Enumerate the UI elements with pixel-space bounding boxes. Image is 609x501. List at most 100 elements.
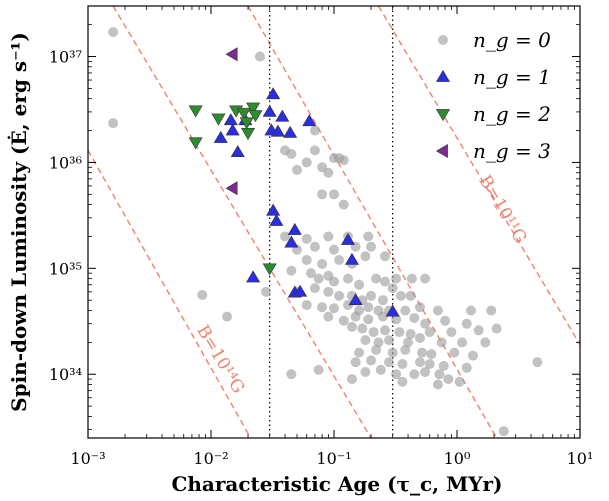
data-point [188,105,203,118]
data-point [236,107,251,120]
data-point [424,358,435,369]
data-point [334,290,345,301]
data-point [417,347,428,358]
data-point [301,300,312,311]
data-point [269,213,284,226]
data-point [323,311,334,322]
data-point [409,369,420,380]
b-field-label: B=10¹¹G [474,172,530,247]
data-point [498,426,509,437]
data-point [197,290,208,301]
x-tick-label: 10⁻² [193,449,228,468]
data-point [371,273,382,284]
data-point [491,323,502,334]
data-point [363,302,374,313]
data-point [301,254,312,265]
data-point [409,312,420,323]
data-point [338,155,349,166]
data-point [406,273,417,284]
y-tick-label: 10³⁷ [49,48,82,67]
data-point [436,337,447,348]
data-point [432,379,443,390]
data-point [350,357,361,368]
data-point [384,357,395,368]
data-point [360,366,371,377]
data-point [225,181,238,196]
data-point [313,273,324,284]
data-point [346,374,357,385]
legend-label: n_g = 1 [473,65,551,89]
data-point [350,311,361,322]
data-point [275,109,290,122]
data-point [480,337,491,348]
data-point [380,276,391,287]
data-point [309,145,320,156]
data-point [440,315,451,326]
data-point [426,349,437,360]
data-point [391,314,402,325]
b-field-line [247,6,498,438]
data-point [323,231,334,242]
legend: n_g = 0 n_g = 1 n_g = 2 n_g = 3 [435,28,551,163]
legend-marker [438,35,448,45]
legend-marker [435,143,448,159]
data-point [532,357,543,368]
data-point [301,233,312,244]
data-point [293,284,308,297]
data-point [338,199,349,210]
data-point [414,302,425,313]
data-point [461,362,472,373]
data-point [334,254,345,265]
data-points [108,27,543,437]
axes: 10⁻³ 10⁻² 10⁻¹ 10⁰ 10¹ 10³⁴ 10³⁵ 10³⁶ 10³⁷ [49,5,594,468]
data-point [302,114,317,127]
data-point [248,110,263,123]
x-tick-label: 10⁻³ [70,449,105,468]
legend-marker [435,69,451,82]
data-point [317,258,328,269]
data-point [387,347,398,358]
data-point [287,222,302,235]
data-point [397,358,408,369]
data-point [405,328,416,339]
data-point [280,231,291,242]
data-point [377,311,388,322]
x-axis-label: Characteristic Age (τ_c, MYr) [171,472,502,496]
data-point [301,157,312,168]
data-point [225,47,238,62]
data-point [348,293,363,306]
data-point [230,145,245,158]
data-point [188,137,203,150]
legend-marker [435,109,451,122]
data-point [400,344,411,355]
b-field-line [112,6,372,438]
data-point [266,203,281,216]
b-field-lines [88,6,580,438]
data-point [108,27,119,38]
data-point [432,305,443,316]
x-tick-label: 10⁻¹ [316,449,351,468]
data-point [225,123,240,136]
data-point [222,311,233,322]
data-point [461,318,472,329]
data-point [270,124,285,137]
data-point [366,355,377,366]
data-point [473,325,484,336]
data-point [414,357,425,368]
data-point [434,369,445,380]
data-point [363,231,374,242]
data-point [371,344,382,355]
data-point [400,305,411,316]
data-point [213,130,228,143]
data-point [340,232,356,245]
data-point [291,164,302,175]
data-point [357,323,368,334]
data-point [420,366,431,377]
data-point [443,374,454,385]
data-point [344,252,359,265]
data-point [354,279,365,290]
data-point [368,327,379,338]
data-point [284,235,299,248]
data-point [391,369,402,380]
x-tick-label: 10¹ [567,449,594,468]
